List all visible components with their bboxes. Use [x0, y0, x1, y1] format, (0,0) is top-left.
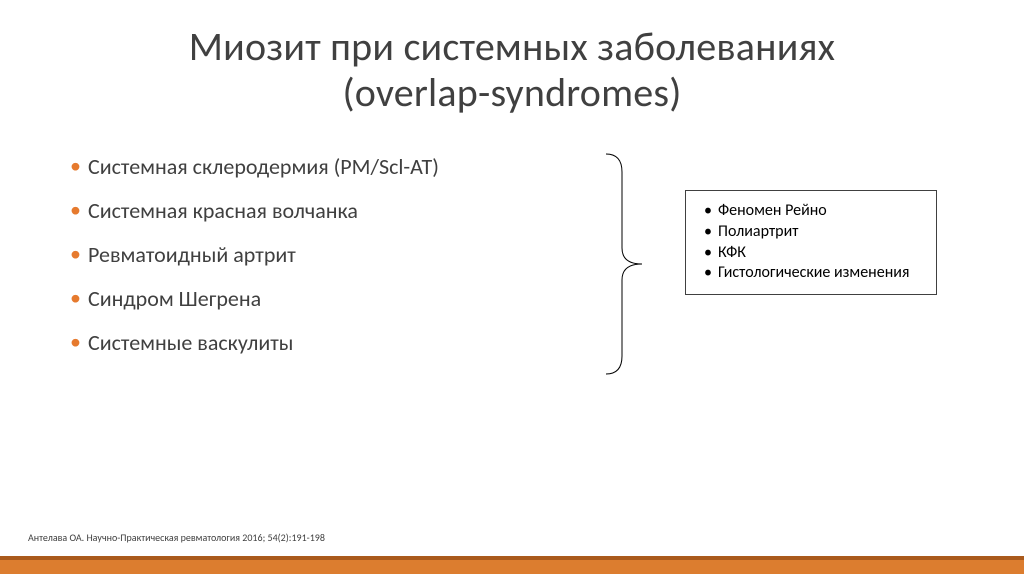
list-item: Полиартрит [700, 222, 922, 243]
slide-title: Миозит при системных заболеваниях (overl… [0, 0, 1024, 116]
list-item: Системная красная волчанка [70, 200, 590, 222]
list-item: Ревматоидный артрит [70, 244, 590, 266]
side-bullet-list: Феномен Рейно Полиартрит КФК Гистологиче… [700, 201, 922, 284]
list-item: Системные васкулиты [70, 332, 590, 354]
list-item: Гистологические изменения [700, 263, 922, 284]
title-line1: Миозит при системных заболеваниях [189, 22, 835, 71]
list-item: Синдром Шегрена [70, 288, 590, 310]
citation-text: Антелава ОА. Научно-Практическая ревмато… [28, 531, 325, 544]
brace-icon [602, 152, 646, 376]
list-item: КФК [700, 243, 922, 264]
list-item: Феномен Рейно [700, 201, 922, 222]
title-line2: (overlap-syndromes) [342, 68, 681, 117]
side-info-box: Феномен Рейно Полиартрит КФК Гистологиче… [685, 190, 937, 295]
list-item: Системная склеродермия (PM/Scl-АТ) [70, 156, 590, 178]
main-bullet-list: Системная склеродермия (PM/Scl-АТ) Систе… [70, 156, 590, 376]
footer-accent-bar [0, 556, 1024, 574]
